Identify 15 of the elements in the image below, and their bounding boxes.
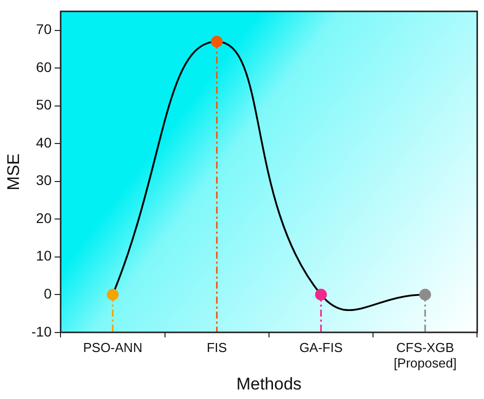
x-axis-title: Methods bbox=[236, 374, 302, 394]
y-tick-label: -10 bbox=[31, 323, 52, 340]
y-tick-label: 10 bbox=[36, 248, 52, 264]
y-tick-label: 0 bbox=[44, 285, 52, 302]
y-tick-label: 20 bbox=[36, 210, 52, 226]
y-tick-label: 70 bbox=[36, 21, 52, 38]
y-tick-label: 50 bbox=[36, 96, 52, 113]
y-axis-title: MSE bbox=[4, 153, 23, 190]
x-tick-label: CFS-XGB [Proposed] bbox=[394, 340, 457, 370]
x-tick-label: GA-FIS bbox=[299, 340, 343, 355]
y-tick-label: 40 bbox=[36, 134, 52, 150]
x-tick-label: PSO-ANN bbox=[83, 340, 142, 355]
y-tick-label: 30 bbox=[36, 172, 52, 188]
x-tick-label: FIS bbox=[206, 340, 228, 355]
y-tick-label: 60 bbox=[36, 58, 52, 75]
